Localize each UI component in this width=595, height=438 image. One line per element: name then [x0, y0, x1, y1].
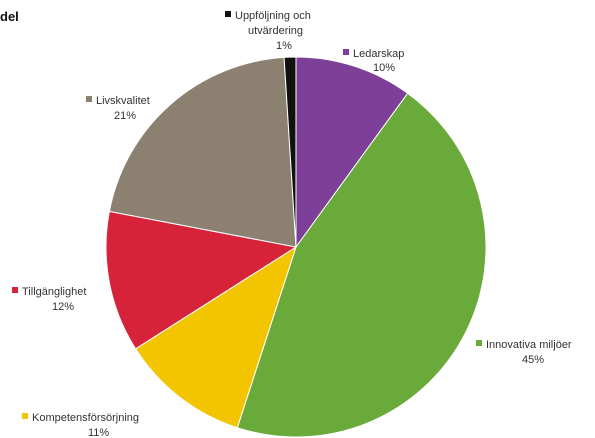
label-kompetens: Kompetensförsörjning 11%: [22, 412, 139, 438]
label-livskvalitet: Livskvalitet 21%: [86, 95, 150, 122]
slice-label-innovativa: Innovativa miljöer: [486, 339, 572, 351]
pie-slice-3: [105, 210, 298, 350]
legend-marker-tillganglighet: [12, 287, 18, 293]
pie-slice-1: [236, 92, 487, 438]
pie-slice-4: [108, 56, 297, 248]
slice-pct-livskvalitet: 21%: [114, 110, 136, 122]
pie-slice-2: [134, 245, 297, 429]
slice-label-uppfoljning-line1: Uppföljning och: [235, 10, 311, 22]
label-uppfoljning: Uppföljning och utvärdering 1%: [225, 10, 311, 52]
slice-label-tillganglighet: Tillgänglighet: [22, 286, 86, 298]
slice-pct-kompetens: 11%: [88, 427, 109, 438]
slice-pct-tillganglighet: 12%: [52, 301, 74, 313]
corner-title-fragment: del: [0, 9, 19, 24]
legend-marker-kompetens: [22, 413, 28, 419]
slice-label-kompetens: Kompetensförsörjning: [32, 412, 139, 424]
label-innovativa: Innovativa miljöer 45%: [476, 339, 572, 366]
pie-slices: [105, 56, 487, 438]
legend-marker-uppfoljning: [225, 11, 231, 17]
legend-marker-ledarskap: [343, 49, 349, 55]
legend-marker-innovativa: [476, 340, 482, 346]
legend-marker-livskvalitet: [86, 96, 92, 102]
slice-label-uppfoljning-line2: utvärdering: [248, 25, 303, 37]
pie-slice-5: [283, 56, 297, 248]
slice-label-ledarskap: Ledarskap: [353, 48, 404, 60]
slice-label-livskvalitet: Livskvalitet: [96, 95, 150, 107]
slice-pct-ledarskap: 10%: [373, 62, 395, 74]
slice-pct-uppfoljning: 1%: [276, 40, 292, 52]
label-tillganglighet: Tillgänglighet 12%: [12, 286, 86, 313]
pie-slice-0: [295, 56, 409, 249]
label-ledarskap: Ledarskap 10%: [343, 48, 404, 74]
slice-pct-innovativa: 45%: [522, 354, 544, 366]
